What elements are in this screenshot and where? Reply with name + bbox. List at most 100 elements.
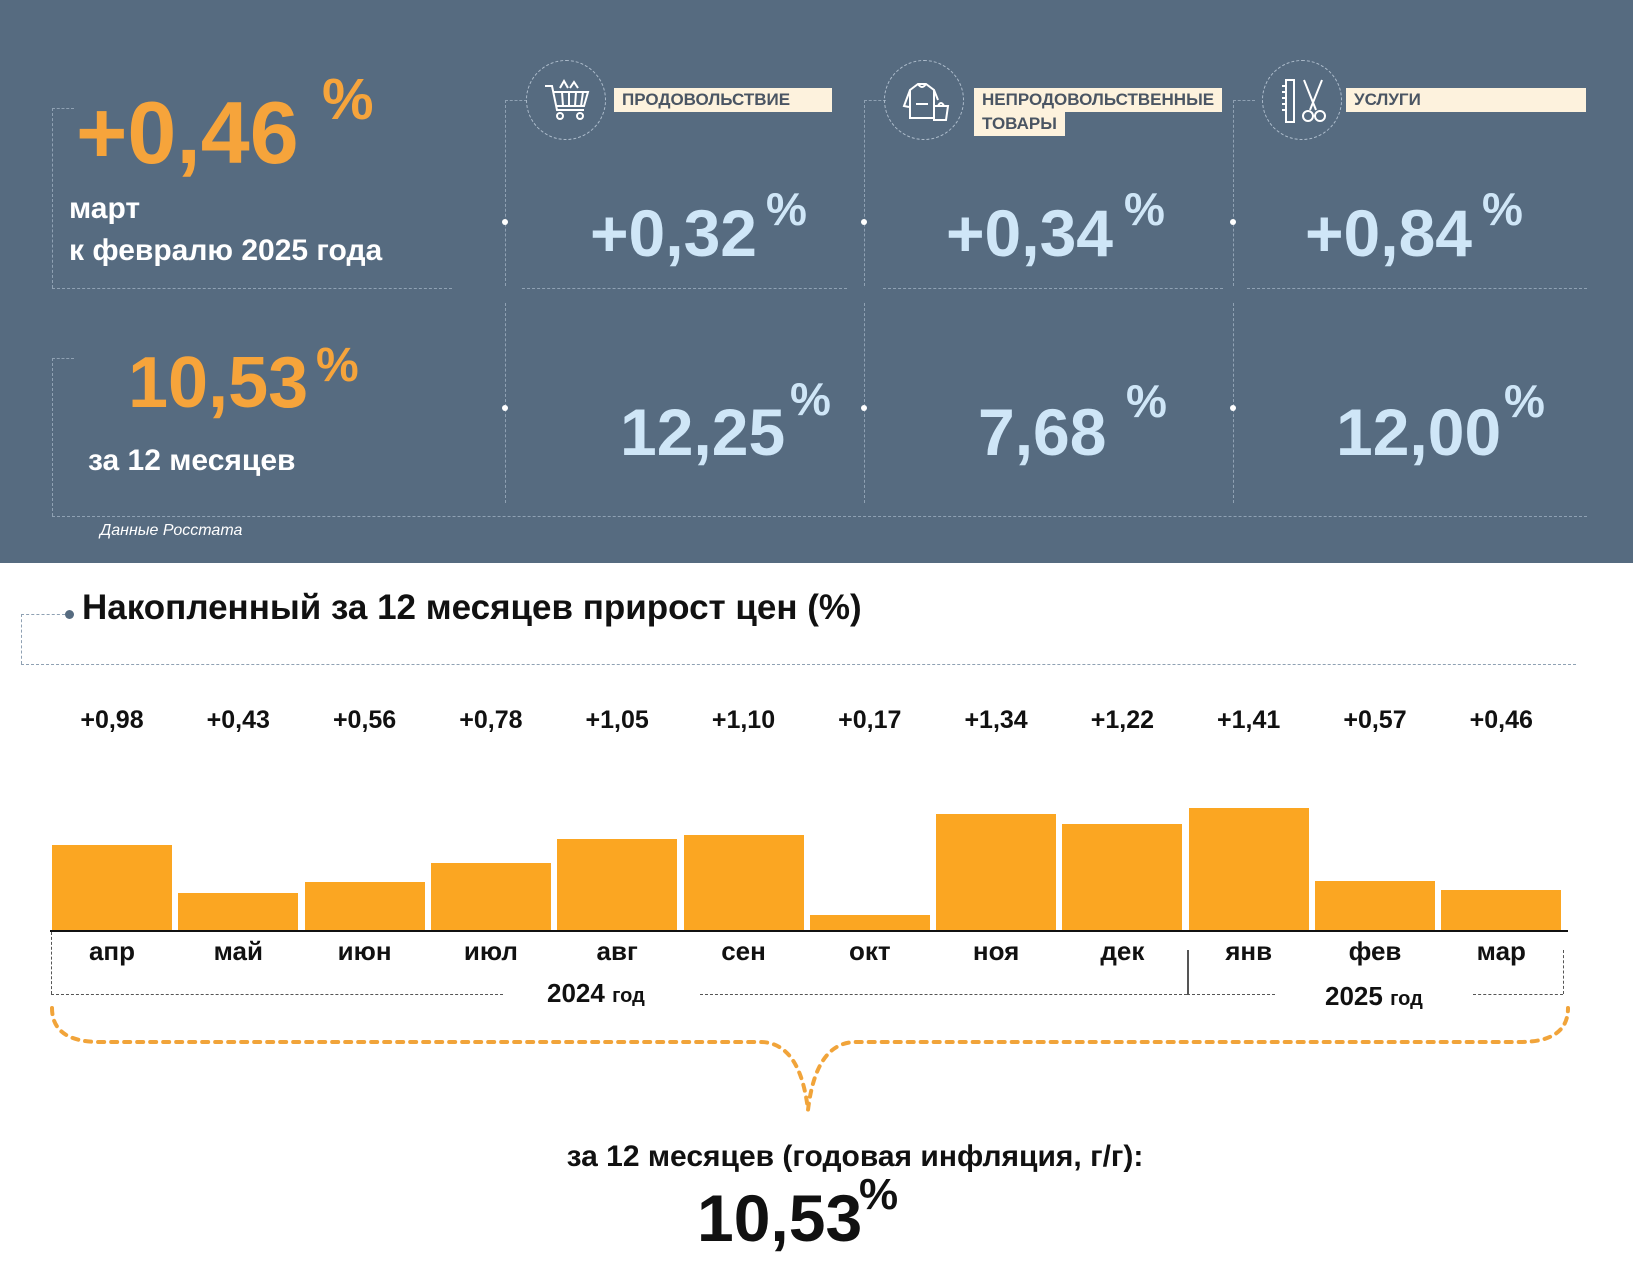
percent-sign: % bbox=[1126, 375, 1167, 427]
month-label: окт bbox=[848, 936, 891, 966]
category-annual-value: 7,68 bbox=[978, 395, 1107, 469]
bar-value-label: +0,57 bbox=[1343, 706, 1407, 734]
bar-value-label: +0,17 bbox=[838, 706, 902, 734]
month-label: июл bbox=[463, 936, 518, 966]
annual-caption: за 12 месяцев bbox=[88, 444, 296, 477]
percent-sign: % bbox=[1482, 183, 1523, 235]
divider bbox=[1233, 100, 1234, 286]
bar-value-label: +1,22 bbox=[1090, 706, 1155, 734]
month-label: ноя bbox=[972, 936, 1020, 966]
year-label-2025: 2025 год bbox=[1325, 981, 1423, 1011]
bullet-dot bbox=[502, 219, 508, 225]
summary-caption: за 12 месяцев (годовая инфляция, г/г): bbox=[566, 1140, 1144, 1173]
divider bbox=[51, 994, 503, 995]
month-label: июн bbox=[337, 936, 392, 966]
category-annual-value: 12,25 bbox=[620, 395, 786, 469]
bar-value-label: +0,43 bbox=[206, 706, 270, 734]
bar-май bbox=[178, 892, 299, 930]
category-monthly-value: +0,34 bbox=[946, 196, 1113, 270]
bullet-dot bbox=[1230, 219, 1236, 225]
shopping-cart-icon bbox=[526, 60, 606, 140]
bar-июн bbox=[304, 881, 425, 930]
category-monthly-value: +0,84 bbox=[1305, 196, 1472, 270]
category-label-services: УСЛУГИ bbox=[1346, 88, 1586, 112]
percent-sign: % bbox=[790, 373, 831, 425]
divider bbox=[505, 303, 506, 503]
month-label: янв bbox=[1225, 936, 1273, 966]
divider bbox=[21, 664, 1576, 665]
curly-brace bbox=[50, 1006, 1570, 1111]
summary-value: 10,53% bbox=[697, 1170, 899, 1255]
bullet-dot bbox=[861, 219, 867, 225]
category-monthly-value: +0,32 bbox=[590, 196, 757, 270]
divider bbox=[864, 100, 886, 101]
bar-апр bbox=[52, 845, 172, 930]
divider bbox=[1563, 950, 1564, 994]
divider bbox=[52, 358, 53, 516]
divider bbox=[522, 288, 847, 289]
divider bbox=[505, 100, 506, 286]
year-label-2024: 2024 год bbox=[547, 978, 645, 1008]
category-label-nonfood: ТОВАРЫ bbox=[974, 112, 1065, 136]
divider bbox=[52, 108, 53, 288]
bullet-dot bbox=[65, 610, 74, 619]
bar-value-label: +0,98 bbox=[80, 706, 144, 734]
divider bbox=[1247, 288, 1587, 289]
divider bbox=[21, 614, 65, 615]
bar-value-label: +0,78 bbox=[459, 706, 523, 734]
divider bbox=[51, 932, 52, 994]
percent-sign: % bbox=[766, 183, 807, 235]
chart-title: Накопленный за 12 месяцев прирост цен (%… bbox=[82, 588, 862, 627]
divider bbox=[1233, 303, 1234, 503]
bar-value-label: +1,05 bbox=[585, 706, 649, 734]
bar-мар bbox=[1441, 890, 1562, 930]
divider bbox=[21, 614, 22, 664]
bar-окт bbox=[809, 915, 930, 930]
divider bbox=[505, 100, 527, 101]
bar-фев bbox=[1315, 880, 1435, 930]
divider bbox=[1233, 100, 1255, 101]
divider bbox=[52, 516, 1587, 517]
bar-value-label: +1,10 bbox=[711, 706, 776, 734]
divider bbox=[883, 288, 1223, 289]
month-label: авг bbox=[596, 936, 638, 966]
bar-янв bbox=[1188, 808, 1309, 930]
month-label: сен bbox=[721, 936, 766, 966]
month-label: апр bbox=[88, 936, 136, 966]
divider bbox=[864, 303, 865, 503]
comb-scissors-icon bbox=[1262, 60, 1342, 140]
chart-baseline bbox=[50, 930, 1568, 932]
summary-panel: +0,46 % март к февралю 2025 года 10,53 %… bbox=[0, 0, 1633, 563]
percent-sign: % bbox=[316, 339, 359, 392]
month-label: фев bbox=[1348, 936, 1402, 966]
month-label: мар bbox=[1476, 936, 1526, 966]
bar-авг bbox=[557, 839, 678, 930]
month-label: дек bbox=[1100, 936, 1145, 966]
bar-июл bbox=[430, 862, 551, 930]
bar-сен bbox=[683, 834, 804, 930]
category-label-food: ПРОДОВОЛЬСТВИЕ bbox=[614, 88, 832, 112]
divider bbox=[864, 100, 865, 286]
monthly-caption: к февралю 2025 года bbox=[69, 234, 383, 267]
divider bbox=[700, 994, 1187, 995]
year-separator bbox=[1187, 950, 1189, 994]
bar-дек bbox=[1062, 824, 1183, 930]
monthly-caption: март bbox=[69, 192, 141, 225]
category-annual-value: 12,00 bbox=[1336, 395, 1502, 469]
percent-sign: % bbox=[322, 67, 374, 132]
bullet-dot bbox=[1230, 405, 1236, 411]
bar-value-label: +1,41 bbox=[1217, 706, 1281, 734]
category-label-nonfood: НЕПРОДОВОЛЬСТВЕННЫЕ bbox=[974, 88, 1223, 112]
bullet-dot bbox=[861, 405, 867, 411]
divider bbox=[52, 358, 74, 359]
divider bbox=[52, 108, 74, 109]
divider bbox=[1187, 994, 1275, 995]
divider bbox=[1473, 994, 1563, 995]
bar-value-label: +0,56 bbox=[332, 706, 397, 734]
clothing-bag-icon bbox=[884, 60, 964, 140]
percent-sign: % bbox=[1504, 375, 1545, 427]
percent-sign: % bbox=[1124, 183, 1165, 235]
bar-value-label: +1,34 bbox=[964, 706, 1028, 734]
monthly-inflation-value: +0,46 bbox=[76, 83, 299, 182]
month-label: май bbox=[213, 936, 263, 966]
